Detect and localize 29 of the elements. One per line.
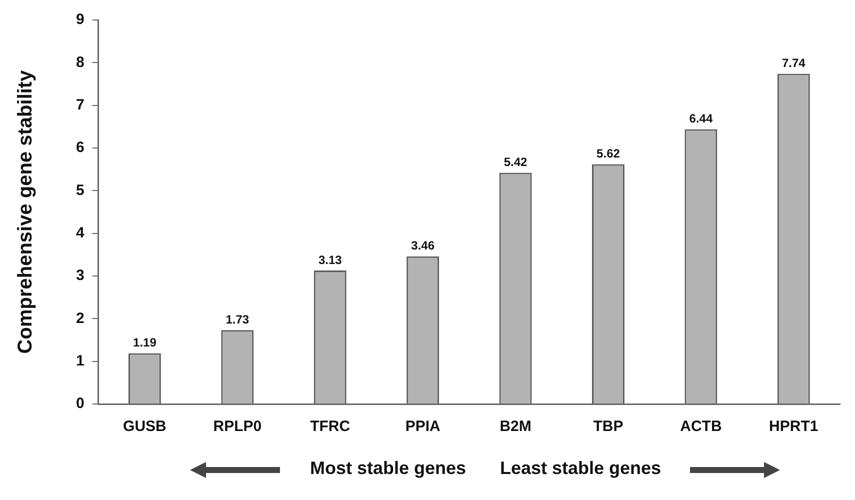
- data-label: 1.19: [133, 336, 157, 350]
- text: Most stable genes: [310, 458, 466, 479]
- y-tick-label: 1: [76, 352, 84, 370]
- x-tick-label: RPLP0: [213, 418, 262, 436]
- text: Least stable genes: [500, 458, 662, 479]
- x-tick-label: TFRC: [310, 418, 350, 436]
- data-label: 5.62: [596, 146, 620, 161]
- y-tick-label: 7: [76, 96, 84, 114]
- data-label: 3.46: [411, 238, 435, 253]
- y-tick-label: 5: [76, 182, 84, 199]
- data-label: 7.74: [782, 56, 806, 70]
- y-tick-label: 0: [76, 395, 84, 412]
- x-tick-label: TBP: [593, 418, 624, 436]
- x-tick-label: B2M: [500, 418, 532, 436]
- y-tick-label: 6: [76, 139, 84, 156]
- y-tick-label: 8: [76, 54, 84, 71]
- data-label: 6.44: [689, 112, 713, 126]
- data-label: 5.42: [504, 155, 528, 170]
- y-axis-title: Comprehensive gene stability: [14, 69, 37, 354]
- x-tick-label: GUSB: [123, 418, 167, 436]
- y-tick-label: 3: [76, 267, 84, 284]
- y-tick-label: 9: [76, 11, 84, 28]
- x-tick-label: HPRT1: [769, 418, 818, 436]
- x-tick-label: ACTB: [680, 418, 722, 436]
- data-label: 3.13: [318, 252, 342, 267]
- y-tick-label: 4: [76, 224, 85, 242]
- x-tick-label: PPIA: [405, 418, 440, 436]
- data-label: 1.73: [226, 312, 250, 326]
- y-tick-label: 2: [76, 310, 84, 327]
